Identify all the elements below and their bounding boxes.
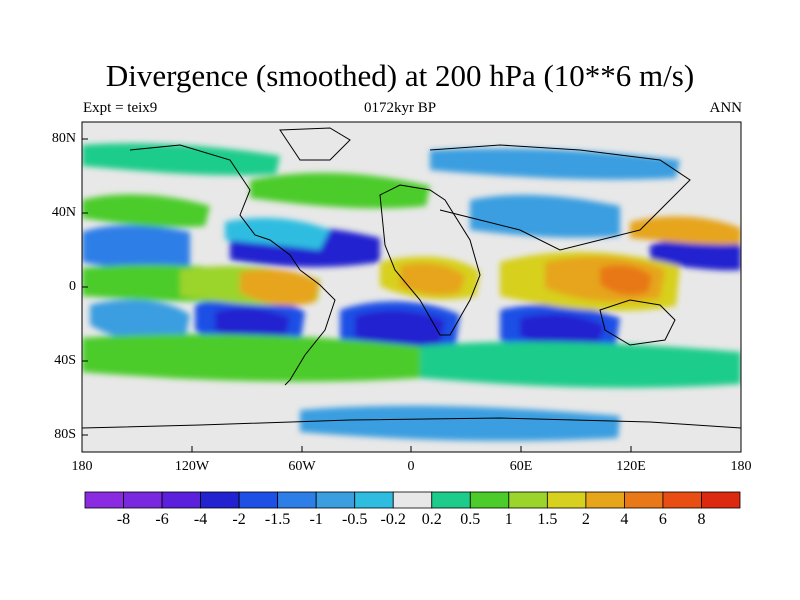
- region-positive-southern-band: [82, 333, 420, 382]
- divergence-field: [82, 122, 741, 452]
- colorbar-label-11: 1.5: [537, 511, 558, 528]
- colorbar-label-10: 1: [504, 511, 513, 528]
- coastlines: [82, 127, 741, 429]
- colorbar-swatch-15: [662, 491, 702, 509]
- region-negative-pacific-west: [650, 237, 741, 271]
- colorbar-swatch-3: [200, 491, 240, 509]
- experiment-label: Expt = teix9: [83, 100, 158, 116]
- region-positive-north-pacific: [82, 194, 210, 228]
- coast-australia: [599, 299, 676, 346]
- coast-eurasia: [429, 144, 691, 251]
- coast-greenland: [279, 127, 351, 161]
- colorbar-swatch-16: [701, 491, 741, 509]
- colorbar-label-4: -1.5: [264, 511, 291, 528]
- lon-label-120e: 120E: [616, 459, 646, 474]
- colorbar-swatch-4: [238, 491, 279, 509]
- colorbar-swatch-9: [431, 491, 471, 509]
- colorbar-label-7: -0.2: [380, 511, 406, 528]
- colorbar-swatch-6: [315, 491, 356, 509]
- lon-label-60e: 60E: [509, 459, 533, 474]
- coast-antarctica: [82, 417, 741, 429]
- colorbar-swatch-2: [161, 491, 201, 509]
- region-negative-antarctic: [300, 405, 620, 441]
- lon-label-120w: 120W: [174, 459, 210, 474]
- colorbar-swatch-14: [624, 491, 664, 509]
- season-label: ANN: [709, 100, 743, 116]
- region-negative-south-pacific: [90, 299, 190, 343]
- lon-label-180w: 180: [71, 459, 93, 474]
- colorbar-swatch-8: [392, 491, 433, 509]
- colorbar-label-3: -2: [232, 511, 246, 528]
- lat-label-40s: 40S: [54, 353, 76, 368]
- colorbar: [84, 491, 741, 509]
- plot-title: Divergence (smoothed) at 200 hPa (10**6 …: [105, 58, 695, 93]
- colorbar-label-6: -0.5: [342, 511, 368, 528]
- region-positive-north-atlantic: [250, 172, 430, 209]
- colorbar-label-8: 0.2: [421, 511, 442, 528]
- time-label: 0172kyr BP: [363, 100, 437, 116]
- region-negative-pacific-north: [82, 225, 190, 271]
- colorbar-label-13: 4: [620, 511, 629, 528]
- region-positive-arctic-pacific: [82, 143, 280, 176]
- region-strong-negative-se-pacific: [215, 307, 290, 341]
- axis-ticks: [81, 138, 742, 452]
- colorbar-label-5: -1: [309, 511, 323, 528]
- region-negative-siberia: [430, 148, 680, 180]
- lat-label-40n: 40N: [51, 205, 76, 220]
- colorbar-label-12: 2: [581, 511, 590, 528]
- region-positive-nw-pacific: [630, 216, 741, 245]
- lon-label-60w: 60W: [288, 459, 316, 474]
- colorbar-swatch-12: [546, 491, 587, 509]
- region-strong-positive-africa: [400, 263, 465, 295]
- region-strong-positive-amazon: [240, 269, 320, 306]
- lat-label-80n: 80N: [51, 131, 76, 146]
- region-max-positive-maritime: [600, 265, 652, 295]
- colorbar-swatch-0: [84, 491, 124, 509]
- region-weak-negative-atlantic: [225, 217, 330, 250]
- colorbar-label-2: -4: [193, 511, 208, 528]
- region-strong-negative-indian: [520, 313, 605, 347]
- colorbar-swatch-7: [354, 491, 394, 509]
- lat-label-eq: 0: [69, 279, 76, 294]
- colorbar-swatch-5: [277, 491, 317, 509]
- coast-africa: [379, 184, 481, 336]
- colorbar-swatch-1: [123, 491, 163, 509]
- lat-label-80s: 80S: [54, 427, 76, 442]
- lon-label-0: 0: [407, 459, 415, 474]
- colorbar-label-9: 0.5: [460, 511, 481, 528]
- coast-north-america: [129, 144, 301, 271]
- region-positive-southern-band-east: [420, 341, 741, 388]
- colorbar-swatch-13: [585, 491, 625, 509]
- region-strong-negative-south-atlantic: [355, 310, 445, 349]
- coast-south-america: [284, 269, 336, 386]
- colorbar-label-15: 8: [697, 511, 706, 528]
- colorbar-label-0: -8: [116, 511, 131, 528]
- colorbar-swatch-11: [508, 491, 548, 509]
- colorbar-label-14: 6: [658, 511, 667, 528]
- colorbar-swatch-10: [469, 491, 510, 509]
- colorbar-label-1: -6: [155, 511, 169, 528]
- lon-label-180e: 180: [730, 459, 752, 474]
